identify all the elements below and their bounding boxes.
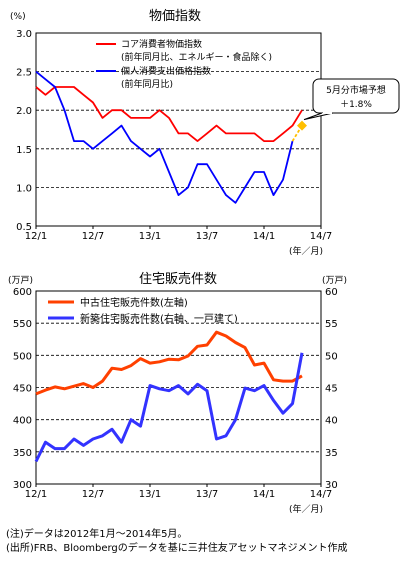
y-tick-label: 0.5 xyxy=(16,222,32,233)
y-tick-label: 550 xyxy=(13,319,32,330)
y-right-tick-label: 50 xyxy=(325,351,338,362)
y-tick-label: 350 xyxy=(13,448,32,459)
legend-label-pce-note: (前年同月比) xyxy=(121,78,173,90)
forecast-marker xyxy=(297,120,307,131)
x-tick-label: 12/7 xyxy=(82,489,104,500)
footnotes: (注)データは2012年1月～2014年5月。 (出所)FRB、Bloomber… xyxy=(6,528,348,556)
series-line-0 xyxy=(35,86,303,142)
x-tick-label: 13/1 xyxy=(139,231,161,242)
y-right-tick-label: 55 xyxy=(325,319,338,330)
chart2-y-unit-right: (万戸) xyxy=(322,275,347,286)
y-tick-label: 400 xyxy=(13,416,32,427)
y-tick-label: 450 xyxy=(13,384,32,395)
x-tick-label: 13/7 xyxy=(196,489,218,500)
forecast-callout-pointer xyxy=(303,112,334,121)
y-right-tick-label: 45 xyxy=(325,384,338,395)
y-tick-label: 2.0 xyxy=(16,106,32,117)
x-tick-label: 14/7 xyxy=(310,489,332,500)
y-tick-label: 1.0 xyxy=(16,183,32,194)
chart2-y-unit-left: (万戸) xyxy=(8,275,33,286)
x-tick-label: 12/1 xyxy=(25,489,47,500)
series-line-0 xyxy=(35,330,303,396)
chart1-y-unit: (%) xyxy=(10,12,26,22)
y-tick-label: 3.0 xyxy=(16,29,32,40)
series-line-1 xyxy=(35,70,294,204)
plot-frame xyxy=(35,32,322,227)
y-tick-label: 300 xyxy=(13,480,32,491)
y-tick-label: 500 xyxy=(13,351,32,362)
y-tick-label: 2.5 xyxy=(16,68,32,79)
x-tick-label: 14/7 xyxy=(310,231,332,242)
x-tick-label: 13/7 xyxy=(196,231,218,242)
y-tick-label: 1.5 xyxy=(16,145,32,156)
x-tick-label: 14/1 xyxy=(253,231,275,242)
y-right-tick-label: 60 xyxy=(325,287,338,298)
plot-frame xyxy=(35,290,322,485)
x-unit-label: (年／月) xyxy=(289,503,323,515)
chart1-title: 物価指数 xyxy=(149,9,201,24)
legend-label-pce: 個人消費支出価格指数 xyxy=(121,65,211,77)
y-right-tick-label: 35 xyxy=(325,448,338,459)
x-unit-label: (年／月) xyxy=(289,245,323,257)
legend-label-new-home: 新築住宅販売件数(右軸、一戸建て) xyxy=(80,312,238,325)
y-right-tick-label: 40 xyxy=(325,416,338,427)
legend-label-core-cpi-note: (前年同月比、エネルギー・食品除く) xyxy=(121,51,272,63)
x-tick-label: 12/1 xyxy=(25,231,47,242)
series-line-1 xyxy=(34,352,304,463)
x-tick-label: 12/7 xyxy=(82,231,104,242)
note-source: (出所)FRB、Bloombergのデータを基に三井住友アセットマネジメント作成 xyxy=(6,543,348,554)
forecast-callout-line2: ＋1.8% xyxy=(340,99,372,110)
forecast-callout-line1: 5月分市場予想 xyxy=(326,84,386,96)
y-tick-label: 600 xyxy=(13,287,32,298)
chart2-title: 住宅販売件数 xyxy=(139,271,217,287)
note-data-period: (注)データは2012年1月～2014年5月。 xyxy=(6,529,188,540)
x-tick-label: 14/1 xyxy=(253,489,275,500)
x-tick-label: 13/1 xyxy=(139,489,161,500)
legend-label-core-cpi: コア消費者物価指数 xyxy=(121,38,202,50)
forecast-callout-box xyxy=(312,78,400,114)
y-right-tick-label: 30 xyxy=(325,480,338,491)
legend-label-existing-home: 中古住宅販売件数(左軸) xyxy=(80,296,188,309)
